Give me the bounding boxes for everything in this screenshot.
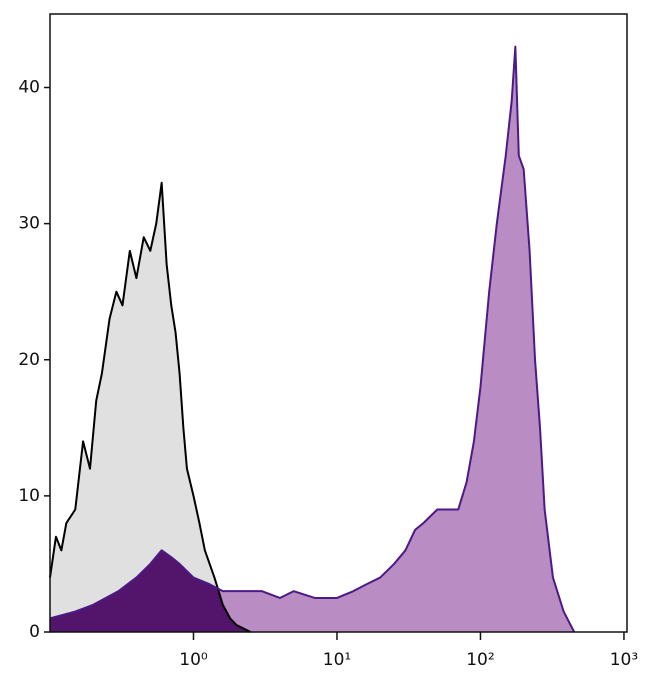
area-fill [50,46,575,632]
y-tick-label: 20 [18,350,40,370]
x-tick-label: 10⁰ [179,650,208,670]
x-tick-label: 10³ [610,650,638,670]
x-tick-label: 10¹ [323,650,351,670]
x-tick-label: 10² [466,650,494,670]
y-tick-label: 30 [18,214,40,234]
area-fill [50,182,251,632]
y-tick-label: 40 [18,78,40,98]
plot-frame [49,13,628,633]
line [49,45,576,633]
y-tick-label: 0 [29,622,40,642]
y-tick-label: 10 [18,486,40,506]
line [49,181,252,633]
